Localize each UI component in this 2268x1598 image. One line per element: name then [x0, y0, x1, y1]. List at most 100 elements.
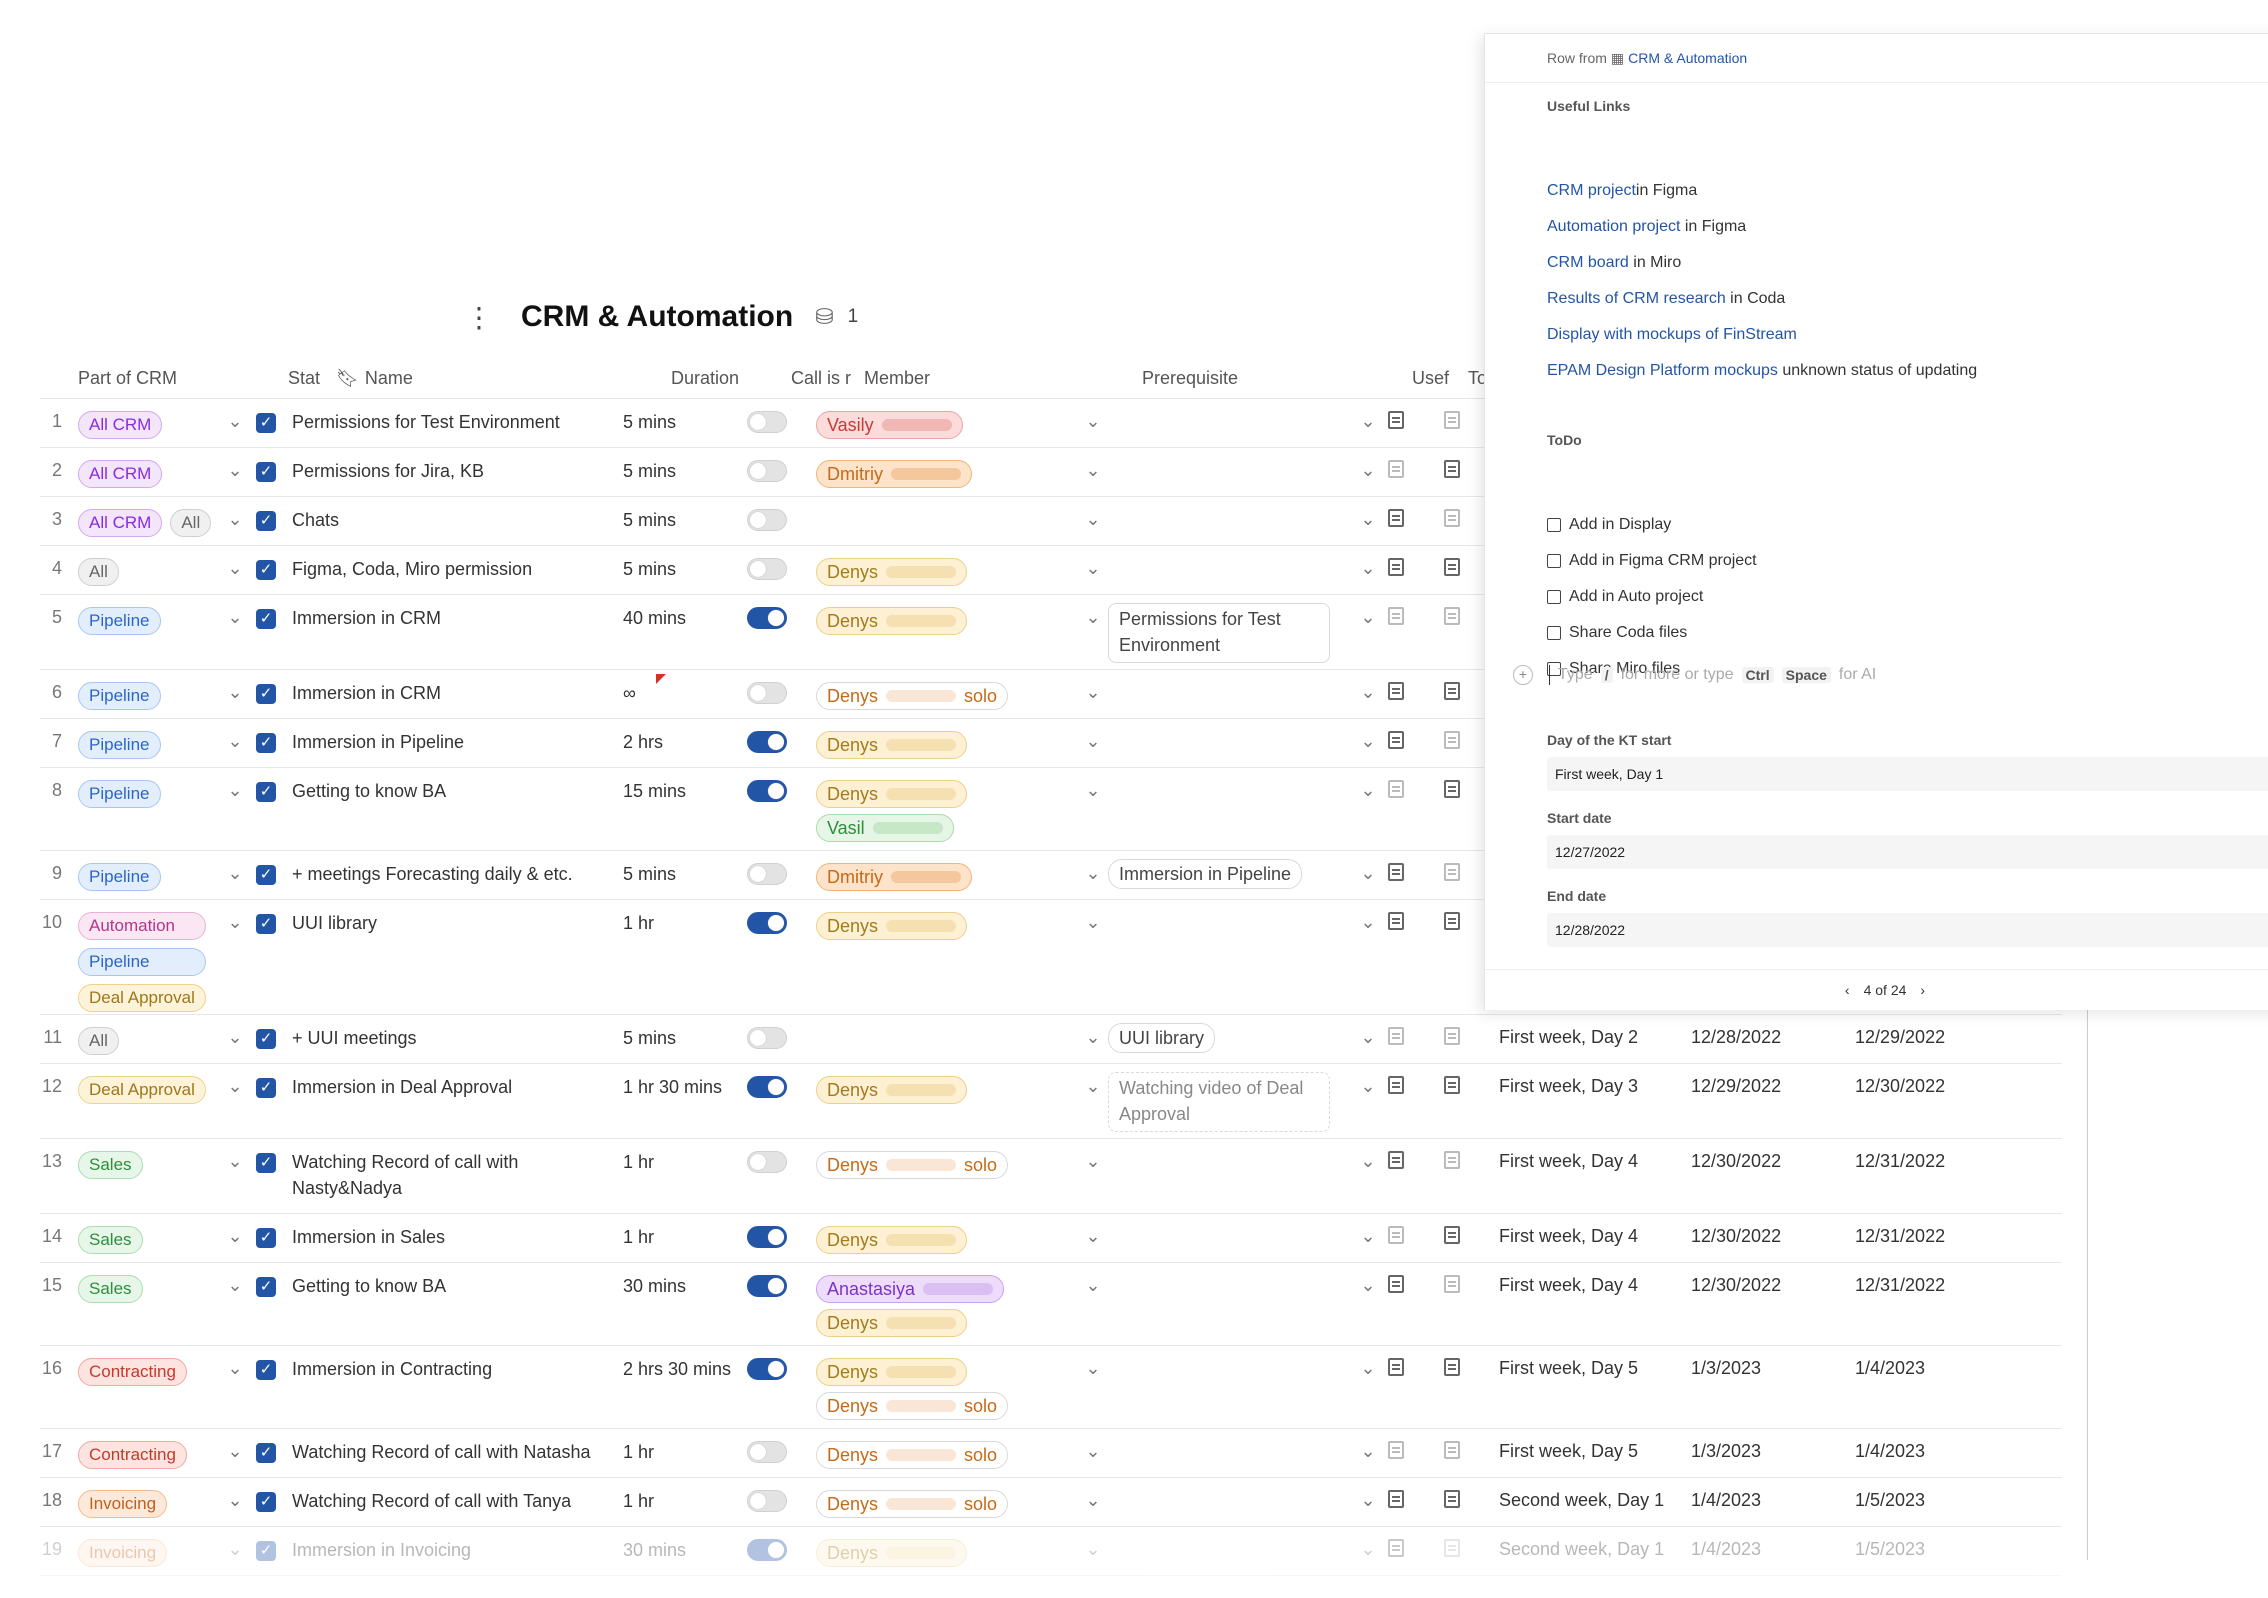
useful-links-cell[interactable]	[1388, 1139, 1444, 1213]
call-toggle[interactable]	[747, 1490, 787, 1512]
member-cell[interactable]: Denys	[816, 900, 1078, 1014]
useful-links-cell[interactable]	[1388, 1346, 1444, 1428]
chevron-down-icon[interactable]: ⌄	[1360, 1076, 1376, 1096]
start-date-cell[interactable]: 1/4/2023	[1691, 1490, 1762, 1510]
day-kt-cell[interactable]: First week, Day 4	[1499, 1275, 1639, 1295]
part-of-crm-cell[interactable]: Contracting	[70, 1346, 220, 1428]
part-of-crm-cell[interactable]: Contracting	[70, 1429, 220, 1477]
name-cell[interactable]: Figma, Coda, Miro permission	[292, 559, 533, 579]
chevron-down-icon[interactable]: ⌄	[1085, 1151, 1101, 1171]
status-checkbox[interactable]: ✓	[256, 1443, 276, 1463]
status-checkbox[interactable]: ✓	[256, 914, 276, 934]
useful-link[interactable]: Results of CRM research	[1547, 290, 1726, 307]
chevron-down-icon[interactable]: ⌄	[227, 1358, 243, 1378]
call-toggle[interactable]	[747, 1151, 787, 1173]
chevron-down-icon[interactable]: ⌄	[227, 607, 243, 627]
name-cell[interactable]: Immersion in Deal Approval	[292, 1077, 513, 1097]
status-checkbox[interactable]: ✓	[256, 1078, 276, 1098]
prerequisite-cell[interactable]	[1108, 1346, 1348, 1428]
chevron-down-icon[interactable]: ⌄	[1085, 1275, 1101, 1295]
name-cell[interactable]: Permissions for Test Environment	[292, 412, 560, 432]
chevron-down-icon[interactable]: ⌄	[227, 1226, 243, 1246]
name-cell[interactable]: Immersion in Contracting	[292, 1359, 493, 1379]
chevron-down-icon[interactable]: ⌄	[1360, 912, 1376, 932]
end-date-cell[interactable]: 12/31/2022	[1855, 1275, 1946, 1295]
start-date-cell[interactable]: 12/29/2022	[1691, 1076, 1782, 1096]
member-cell[interactable]: Vasily	[816, 399, 1078, 447]
chevron-down-icon[interactable]: ⌄	[1360, 863, 1376, 883]
part-of-crm-cell[interactable]: Pipeline	[70, 595, 220, 669]
todo-cell[interactable]	[1444, 1346, 1499, 1428]
todo-cell[interactable]	[1444, 1015, 1499, 1063]
start-date-cell[interactable]: 12/28/2022	[1691, 1027, 1782, 1047]
chevron-down-icon[interactable]: ⌄	[227, 731, 243, 751]
end-date-cell[interactable]: 12/31/2022	[1855, 1151, 1946, 1171]
day-kt-cell[interactable]: First week, Day 4	[1499, 1226, 1639, 1246]
duration-cell[interactable]: 5 mins	[623, 559, 677, 579]
end-date-field[interactable]: 12/28/2022	[1547, 913, 2268, 947]
chevron-down-icon[interactable]: ⌄	[1085, 1490, 1101, 1510]
todo-checkbox[interactable]	[1547, 662, 1561, 676]
status-checkbox[interactable]: ✓	[256, 865, 276, 885]
part-of-crm-cell[interactable]: Pipeline	[70, 719, 220, 767]
prerequisite-cell[interactable]	[1108, 448, 1348, 496]
call-toggle[interactable]	[747, 460, 787, 482]
name-cell[interactable]: + meetings Forecasting daily & etc.	[292, 864, 573, 884]
status-checkbox[interactable]: ✓	[256, 609, 276, 629]
chevron-down-icon[interactable]: ⌄	[1360, 682, 1376, 702]
chevron-down-icon[interactable]: ⌄	[1085, 1226, 1101, 1246]
col-todo[interactable]: To	[1468, 367, 1488, 388]
member-cell[interactable]: Denys solo	[816, 670, 1078, 718]
member-cell[interactable]: Denys solo	[816, 1478, 1078, 1526]
prerequisite-cell[interactable]	[1108, 1478, 1348, 1526]
chevron-down-icon[interactable]: ⌄	[1360, 731, 1376, 751]
chevron-down-icon[interactable]: ⌄	[227, 780, 243, 800]
duration-cell[interactable]: 30 mins	[623, 1540, 687, 1560]
part-of-crm-cell[interactable]: Pipeline	[70, 670, 220, 718]
member-cell[interactable]: Denys Denys solo	[816, 1346, 1078, 1428]
todo-cell[interactable]	[1444, 670, 1499, 718]
part-of-crm-cell[interactable]: All CRM All	[70, 497, 220, 545]
status-checkbox[interactable]: ✓	[256, 1153, 276, 1173]
useful-links-cell[interactable]	[1388, 1478, 1444, 1526]
prerequisite-cell[interactable]	[1108, 497, 1348, 545]
chevron-down-icon[interactable]: ⌄	[1360, 1226, 1376, 1246]
day-kt-field[interactable]: First week, Day 1	[1547, 757, 2268, 791]
useful-links-cell[interactable]	[1388, 1064, 1444, 1138]
name-cell[interactable]: Watching Record of call with Tanya	[292, 1491, 572, 1511]
chevron-down-icon[interactable]: ⌄	[1085, 558, 1101, 578]
chevron-down-icon[interactable]: ⌄	[1085, 1358, 1101, 1378]
next-row-icon[interactable]: ›	[1920, 982, 1926, 998]
member-cell[interactable]: Anastasiya Denys	[816, 1263, 1078, 1345]
name-cell[interactable]: Immersion in CRM	[292, 608, 442, 628]
part-of-crm-cell[interactable]: Pipeline	[70, 768, 220, 850]
duration-cell[interactable]: 2 hrs	[623, 732, 664, 752]
useful-links-cell[interactable]	[1388, 768, 1444, 850]
member-cell[interactable]: Denys Vasil	[816, 768, 1078, 850]
duration-cell[interactable]: 5 mins	[623, 1028, 677, 1048]
prerequisite-cell[interactable]	[1108, 900, 1348, 1014]
chevron-down-icon[interactable]: ⌄	[1085, 509, 1101, 529]
useful-links-cell[interactable]	[1388, 1263, 1444, 1345]
status-checkbox[interactable]: ✓	[256, 413, 276, 433]
useful-links-cell[interactable]	[1388, 670, 1444, 718]
add-block-icon[interactable]: +	[1513, 665, 1533, 685]
name-cell[interactable]: Watching Record of call with Natasha	[292, 1442, 591, 1462]
duration-cell[interactable]: 1 hr	[623, 1491, 655, 1511]
day-kt-cell[interactable]: First week, Day 3	[1499, 1076, 1639, 1096]
todo-cell[interactable]	[1444, 448, 1499, 496]
prerequisite-cell[interactable]: Permissions for Test Environment	[1108, 595, 1348, 669]
call-toggle[interactable]	[747, 607, 787, 629]
todo-cell[interactable]	[1444, 768, 1499, 850]
end-date-cell[interactable]: 1/4/2023	[1855, 1358, 1926, 1378]
prerequisite-cell[interactable]	[1108, 719, 1348, 767]
part-of-crm-cell[interactable]: All CRM	[70, 448, 220, 496]
day-kt-cell[interactable]: Second week, Day 1	[1499, 1490, 1665, 1510]
start-date-cell[interactable]: 1/4/2023	[1691, 1539, 1762, 1559]
col-member[interactable]: Member	[864, 367, 931, 388]
call-toggle[interactable]	[747, 682, 787, 704]
chevron-down-icon[interactable]: ⌄	[1360, 411, 1376, 431]
useful-links-cell[interactable]	[1388, 1015, 1444, 1063]
member-cell[interactable]: Denys	[816, 546, 1078, 594]
todo-cell[interactable]	[1444, 1263, 1499, 1345]
